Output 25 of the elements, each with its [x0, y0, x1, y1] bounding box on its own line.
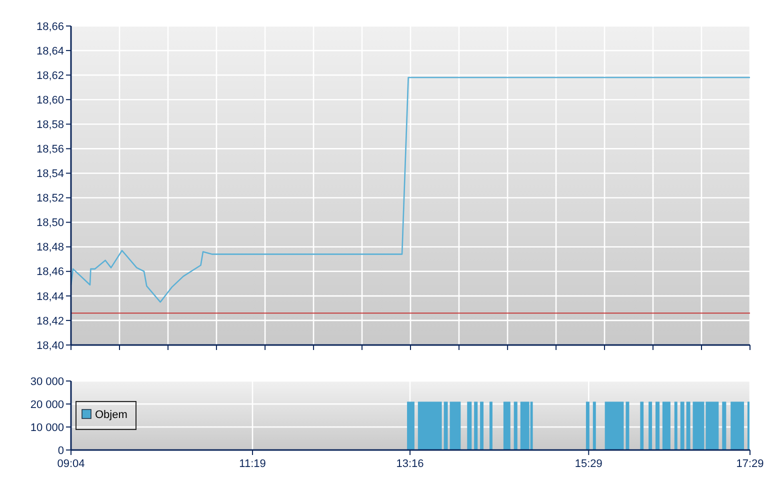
y-tick-label: 0 [58, 444, 64, 457]
y-tick-label: 18,52 [36, 192, 64, 205]
y-tick-label: 18,60 [36, 94, 64, 106]
y-tick-label: 18,48 [36, 242, 64, 254]
x-tick-label: 15:29 [574, 458, 602, 470]
y-tick-label: 10 000 [30, 422, 64, 434]
y-tick-label: 18,54 [36, 168, 64, 180]
y-tick-label: 18,42 [36, 315, 64, 328]
x-tick-label: 11:19 [239, 458, 266, 470]
y-tick-label: 18,50 [36, 217, 64, 230]
y-tick-label: 18,58 [36, 119, 64, 132]
x-tick-label: 09:04 [57, 458, 85, 470]
x-tick-label: 13:16 [396, 458, 424, 470]
y-tick-label: 18,40 [36, 340, 64, 352]
y-tick-label: 18,44 [36, 290, 64, 303]
y-tick-label: 18,64 [36, 45, 64, 58]
y-tick-label: 30 000 [30, 376, 64, 388]
y-tick-label: 18,56 [36, 144, 64, 156]
x-tick-label: 17:29 [736, 458, 764, 470]
y-tick-label: 18,62 [36, 70, 64, 82]
y-tick-label: 20 000 [30, 398, 64, 411]
y-tick-label: 18,66 [36, 20, 64, 33]
y-tick-label: 18,46 [36, 266, 64, 278]
line-series [70, 76, 751, 303]
text: Objem [95, 409, 128, 421]
